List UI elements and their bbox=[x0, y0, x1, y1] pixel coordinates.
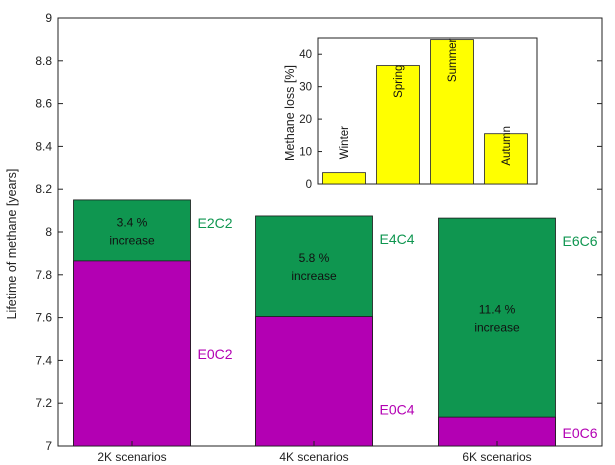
annotation-label: 3.4 % bbox=[117, 215, 148, 229]
inset-category-label: Winter bbox=[339, 126, 351, 159]
x-tick-label: 4K scenarios bbox=[279, 450, 348, 464]
inset-y-tick-label: 30 bbox=[299, 82, 312, 94]
y-tick-label: 7.6 bbox=[35, 311, 52, 325]
inset-y-tick-label: 40 bbox=[299, 49, 312, 61]
x-tick-label: 2K scenarios bbox=[97, 450, 166, 464]
annotation-label: 5.8 % bbox=[299, 251, 330, 265]
inset-y-tick-label: 0 bbox=[306, 179, 312, 191]
annotation-label: 11.4 % bbox=[479, 303, 516, 317]
inset-y-tick-label: 10 bbox=[299, 147, 312, 159]
scenario-label: E2C2 bbox=[198, 215, 233, 231]
inset-category-label: Summer bbox=[447, 38, 459, 82]
inset-bar bbox=[376, 65, 420, 185]
y-axis-label: Lifetime of methane [years] bbox=[5, 169, 19, 320]
bar-total bbox=[438, 217, 556, 447]
annotation-label: increase bbox=[291, 269, 337, 283]
x-tick-label: 6K scenarios bbox=[462, 450, 531, 464]
scenario-label: E0C2 bbox=[198, 346, 233, 362]
inset-bar bbox=[322, 172, 366, 185]
inset-bar bbox=[430, 39, 474, 185]
scenario-label: E6C6 bbox=[563, 233, 598, 249]
y-tick-label: 7.8 bbox=[35, 268, 52, 282]
scenario-label: E4C4 bbox=[380, 231, 415, 247]
y-tick-label: 9 bbox=[45, 11, 52, 25]
inset-y-tick-label: 20 bbox=[299, 114, 312, 126]
y-tick-label: 7.2 bbox=[35, 396, 52, 410]
annotation-label: increase bbox=[109, 233, 155, 247]
y-tick-label: 8.6 bbox=[35, 97, 52, 111]
scenario-label: E0C4 bbox=[380, 402, 415, 418]
y-tick-label: 8.8 bbox=[35, 54, 52, 68]
scenario-label: E0C6 bbox=[563, 425, 598, 441]
bar-baseline bbox=[255, 316, 373, 447]
y-tick-label: 7.4 bbox=[35, 353, 52, 367]
inset-bar bbox=[484, 133, 528, 185]
inset-category-label: Autumn bbox=[501, 126, 513, 166]
inset-category-label: Spring bbox=[393, 65, 405, 98]
annotation-label: increase bbox=[474, 321, 520, 335]
y-tick-label: 8.2 bbox=[35, 182, 52, 196]
inset-y-axis-label: Methane loss [%] bbox=[283, 65, 297, 161]
y-tick-label: 8 bbox=[45, 225, 52, 239]
y-tick-label: 8.4 bbox=[35, 139, 52, 153]
bar-baseline bbox=[73, 260, 191, 447]
y-tick-label: 7 bbox=[45, 439, 52, 453]
